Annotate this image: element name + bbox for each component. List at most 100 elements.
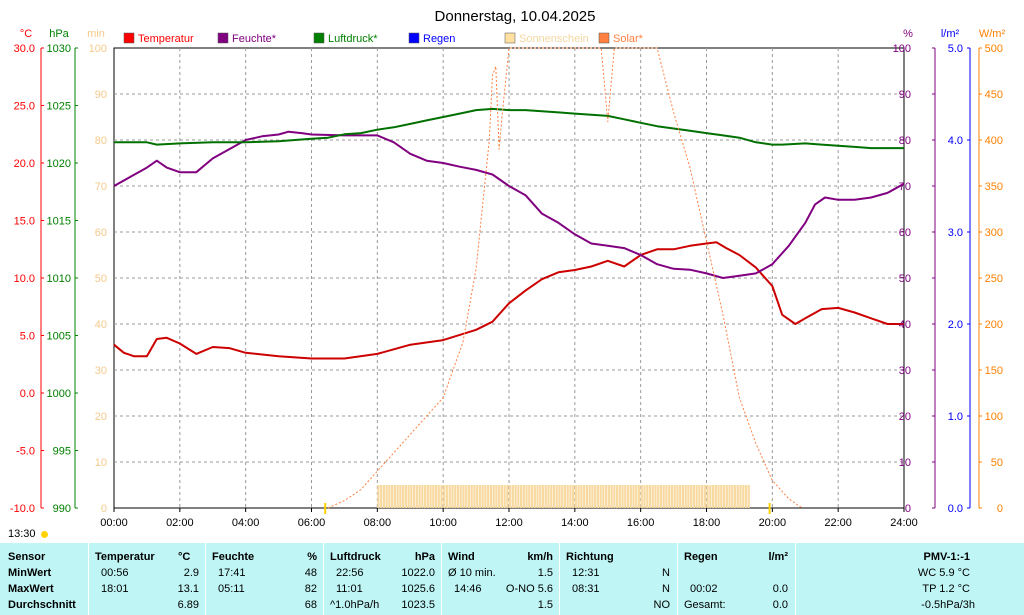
sunshine-bar xyxy=(547,485,550,508)
humidity-tick-label: 90 xyxy=(899,89,911,101)
pressure-header: Luftdruck xyxy=(330,551,381,563)
humidity-min-value: 48 xyxy=(304,567,317,579)
rain-total-value: 0.0 xyxy=(772,599,788,611)
legend-label: Feuchte* xyxy=(232,33,277,45)
legend-swatch xyxy=(408,32,420,44)
humidity-header: Feuchte xyxy=(212,551,255,563)
table-divider xyxy=(323,543,324,615)
temp-axis-unit: °C xyxy=(20,28,32,40)
humidity-max-time: 05:11 xyxy=(218,583,245,595)
sunshine-bar xyxy=(591,485,594,508)
time-markers xyxy=(324,503,771,514)
x-tick-label: 02:00 xyxy=(166,517,194,529)
sunshine-bar xyxy=(747,485,750,508)
solar-tick-label: 50 xyxy=(991,457,1003,469)
sunshine-bar xyxy=(736,485,739,508)
sunshine-bar xyxy=(541,485,545,508)
pressure-avg-value: 1023.5 xyxy=(401,599,435,611)
series-lines xyxy=(113,47,905,509)
sunshine-bar xyxy=(426,485,429,508)
sunshine-bar xyxy=(467,485,471,508)
sunshine-bar xyxy=(380,485,383,508)
x-tick-label: 16:00 xyxy=(627,517,655,529)
sunshine-bar xyxy=(722,485,726,508)
sunshine-bar xyxy=(629,485,632,508)
sunshine-bar xyxy=(657,485,660,508)
humidity-tick-label: 100 xyxy=(893,43,911,55)
rain-tick-label: 0.0 xyxy=(948,503,963,515)
sunshine-bar xyxy=(407,485,410,508)
sunshine-bar xyxy=(739,485,742,508)
pressure-tick-label: 1015 xyxy=(47,216,71,228)
humidity-unit: % xyxy=(307,551,317,563)
avg-row-label: Durchschnitt xyxy=(8,599,76,611)
current-time-label: 13:30 xyxy=(8,528,36,540)
x-tick-label: 24:00 xyxy=(890,517,918,529)
sunshine-bar xyxy=(585,485,589,508)
sunshine-bar xyxy=(454,485,457,508)
rain-tick-label: 3.0 xyxy=(948,227,963,239)
minutes-axis-unit: min xyxy=(87,28,105,40)
solar-tick-label: 150 xyxy=(985,365,1003,377)
sunshine-bar xyxy=(681,485,685,508)
sunshine-bar xyxy=(473,485,476,508)
rain-tick-label: 5.0 xyxy=(948,43,963,55)
sunshine-bar xyxy=(632,485,635,508)
x-tick-label: 10:00 xyxy=(429,517,457,529)
sunshine-bar xyxy=(470,485,473,508)
x-tick-label: 12:00 xyxy=(495,517,523,529)
axes: 00:00 02:00 04:00 06:00 08:00 10:00 12:00 14:00… xyxy=(10,28,1006,529)
sunshine-bar xyxy=(692,485,695,508)
solar-tick-label: 300 xyxy=(985,227,1003,239)
wind-avg-label: Ø 10 min. xyxy=(448,567,496,579)
sunshine-bar xyxy=(676,485,679,508)
temperature-header: Temperatur xyxy=(95,551,155,563)
sunshine-bar xyxy=(561,485,564,508)
sunshine-bar xyxy=(478,485,482,508)
sunshine-bar xyxy=(574,485,578,508)
sunshine-bar xyxy=(456,485,460,508)
legend-swatch xyxy=(504,32,516,44)
x-tick-label: 00:00 xyxy=(100,517,128,529)
legend-label: Temperatur xyxy=(138,33,194,45)
minutes-tick-label: 70 xyxy=(95,181,107,193)
max-row-label: MaxWert xyxy=(8,583,54,595)
pressure-tick-label: 995 xyxy=(53,446,71,458)
humidity-avg-value: 68 xyxy=(304,599,317,611)
solar-tick-label: 200 xyxy=(985,319,1003,331)
pressure-min-time: 22:56 xyxy=(336,567,364,579)
weather-chart: Donnerstag, 10.04.2025 00:00 02:00 04:00 06… xyxy=(10,8,1006,529)
x-tick-label: 20:00 xyxy=(759,517,787,529)
sunshine-bar xyxy=(429,485,432,508)
wind-avg-value: 1.5 xyxy=(537,599,553,611)
sunshine-bar xyxy=(382,485,386,508)
sunshine-bar xyxy=(489,485,492,508)
legend-swatch xyxy=(598,32,610,44)
sunshine-bar xyxy=(637,485,641,508)
solar-tick-label: 100 xyxy=(985,411,1003,423)
minutes-tick-label: 80 xyxy=(95,135,107,147)
sunshine-bar xyxy=(626,485,630,508)
direction-min-time: 12:31 xyxy=(572,567,600,579)
sunshine-bar xyxy=(607,485,610,508)
minutes-tick-label: 40 xyxy=(95,319,107,331)
sunshine-bar xyxy=(399,485,402,508)
legend-label: Regen xyxy=(423,33,455,45)
sunshine-bar xyxy=(487,485,490,508)
wind-max-time: 14:46 xyxy=(454,583,482,595)
sunshine-bar xyxy=(720,485,723,508)
sunshine-bar xyxy=(725,485,728,508)
legend-swatch xyxy=(313,32,325,44)
sunshine-bar xyxy=(459,485,462,508)
wind-max-value: O-NO 5.6 xyxy=(505,583,553,595)
sunshine-bar xyxy=(596,485,599,508)
table-divider xyxy=(88,543,89,615)
temperature-min-time: 00:56 xyxy=(101,567,129,579)
rain-tick-label: 4.0 xyxy=(948,135,963,147)
temperature-min-value: 2.9 xyxy=(183,567,199,579)
table-divider xyxy=(205,543,206,615)
humidity-tick-label: 30 xyxy=(899,365,911,377)
x-tick-label: 18:00 xyxy=(693,517,721,529)
sunshine-bar xyxy=(698,485,701,508)
min-row-label: MinWert xyxy=(8,567,52,579)
